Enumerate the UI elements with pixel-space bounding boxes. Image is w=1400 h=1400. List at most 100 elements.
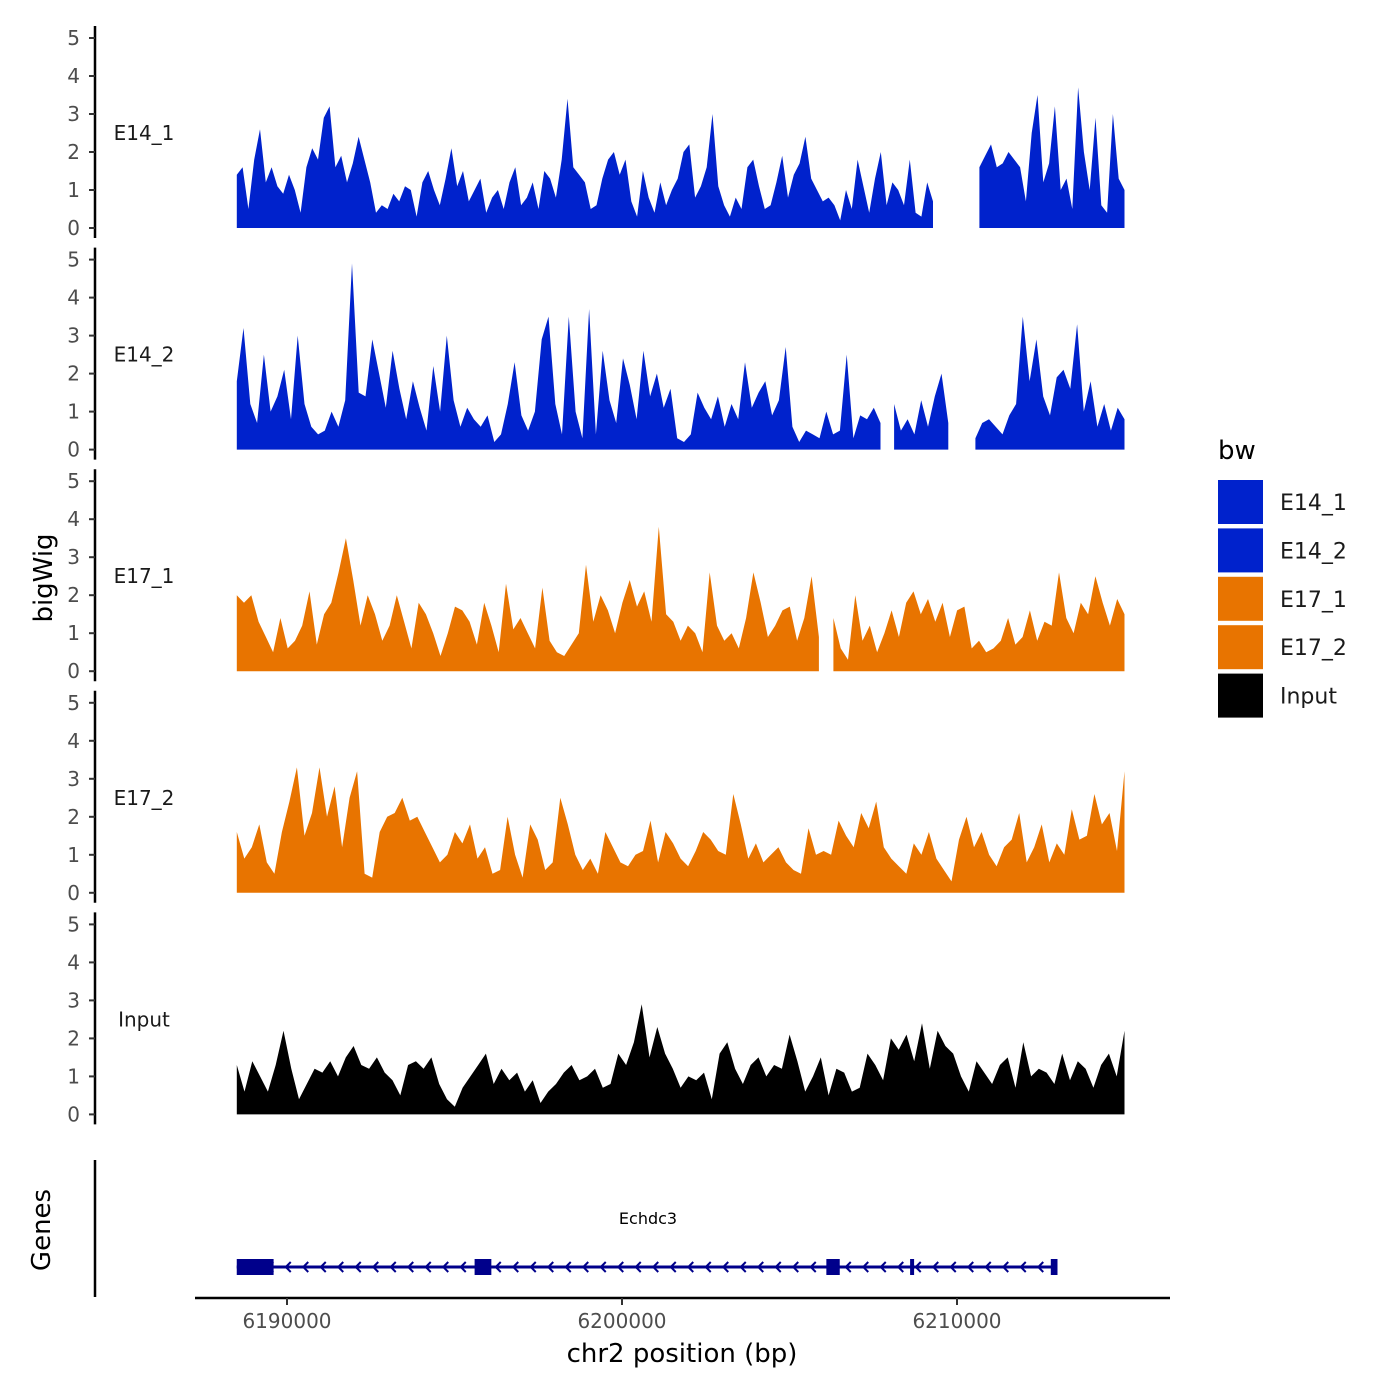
- strand-arrow: [704, 1261, 712, 1273]
- strand-arrow: [371, 1261, 379, 1273]
- gene-model: [236, 1259, 1058, 1275]
- coverage-area: [236, 263, 881, 450]
- y-tick-label: 0: [67, 438, 80, 462]
- strand-arrow: [459, 1261, 467, 1273]
- strand-arrow: [564, 1261, 572, 1273]
- strand-arrow: [616, 1261, 624, 1273]
- track-E14_1: 0 1 2 3 4 5 E14_1: [67, 26, 1125, 240]
- coverage-tracks: 0 1 2 3 4 5 E14_1 0 1 2 3 4 5 E14_2 0 1 2 3 4 5 E17_1 0 1 2 3 4 5 E…: [67, 26, 1125, 1126]
- y-tick-label: 4: [67, 507, 80, 531]
- y-tick-label: 2: [67, 362, 80, 386]
- legend-title: bw: [1218, 436, 1256, 466]
- track-E14_2: 0 1 2 3 4 5 E14_2: [67, 247, 1125, 462]
- coverage-area: [894, 373, 949, 450]
- strand-arrow: [511, 1261, 519, 1273]
- strand-arrow: [546, 1261, 554, 1273]
- strand-arrow: [669, 1261, 677, 1273]
- strand-arrow: [774, 1261, 782, 1273]
- strand-arrow: [354, 1261, 362, 1273]
- y-tick-label: 4: [67, 286, 80, 310]
- strand-arrow: [389, 1261, 397, 1273]
- y-tick-label: 5: [67, 26, 80, 50]
- track-label: E14_2: [114, 343, 175, 367]
- strand-arrow: [721, 1261, 729, 1273]
- gene-exon: [910, 1259, 915, 1275]
- x-tick-label: 6210000: [912, 1309, 1001, 1333]
- y-tick-label: 1: [67, 400, 80, 424]
- strand-arrow: [441, 1261, 449, 1273]
- legend-key: [1218, 625, 1263, 670]
- y-axis-title: bigWig: [29, 533, 59, 622]
- y-tick-label: 2: [67, 1026, 80, 1050]
- track-label: Input: [118, 1007, 170, 1031]
- y-tick-label: 1: [67, 843, 80, 867]
- strand-arrow: [914, 1261, 922, 1273]
- strand-arrow: [949, 1261, 957, 1273]
- strand-arrow: [966, 1261, 974, 1273]
- x-axis-ticks: 6190000 6200000 6210000: [242, 1298, 1002, 1333]
- strand-arrow: [581, 1261, 589, 1273]
- track-label: E14_1: [114, 121, 175, 145]
- strand-arrow: [336, 1261, 344, 1273]
- y-tick-label: 4: [67, 64, 80, 88]
- strand-arrow: [301, 1261, 309, 1273]
- strand-arrow: [931, 1261, 939, 1273]
- strand-arrow: [861, 1261, 869, 1273]
- strand-arrow: [879, 1261, 887, 1273]
- x-tick-label: 6200000: [577, 1309, 666, 1333]
- track-E17_2: 0 1 2 3 4 5 E17_2: [67, 690, 1125, 905]
- legend-label: E17_1: [1280, 588, 1347, 613]
- y-tick-label: 1: [67, 621, 80, 645]
- strand-arrow: [686, 1261, 694, 1273]
- strand-arrow: [406, 1261, 414, 1273]
- strand-arrow: [529, 1261, 537, 1273]
- gene-panel: Genes Echdc3: [27, 1160, 1058, 1297]
- y-tick-label: 3: [67, 767, 80, 791]
- strand-arrow: [1019, 1261, 1027, 1273]
- x-tick-label: 6190000: [242, 1309, 331, 1333]
- coverage-area: [979, 87, 1125, 229]
- strand-arrow: [319, 1261, 327, 1273]
- gene-exon: [236, 1259, 274, 1275]
- strand-arrow: [284, 1261, 292, 1273]
- x-axis-title: chr2 position (bp): [567, 1339, 798, 1369]
- y-tick-label: 0: [67, 659, 80, 683]
- gene-exon: [474, 1259, 492, 1275]
- y-tick-label: 2: [67, 805, 80, 829]
- strand-arrow: [599, 1261, 607, 1273]
- legend-label: E14_1: [1280, 491, 1347, 516]
- strand-arrow: [634, 1261, 642, 1273]
- y-tick-label: 3: [67, 988, 80, 1012]
- strand-arrow: [739, 1261, 747, 1273]
- y-tick-label: 1: [67, 178, 80, 202]
- y-tick-label: 3: [67, 102, 80, 126]
- y-tick-label: 2: [67, 140, 80, 164]
- legend-key: [1218, 576, 1263, 621]
- coverage-area: [236, 767, 1125, 893]
- strand-arrow: [791, 1261, 799, 1273]
- strand-arrow: [756, 1261, 764, 1273]
- y-tick-label: 1: [67, 1064, 80, 1088]
- legend-label: E17_2: [1280, 636, 1347, 661]
- legend-key: [1218, 528, 1263, 573]
- strand-arrow: [651, 1261, 659, 1273]
- track-label: E17_2: [114, 786, 175, 810]
- y-tick-label: 5: [67, 691, 80, 715]
- strand-arrow: [424, 1261, 432, 1273]
- y-tick-label: 5: [67, 248, 80, 272]
- strand-arrow: [984, 1261, 992, 1273]
- y-tick-label: 0: [67, 881, 80, 905]
- y-tick-label: 0: [67, 216, 80, 240]
- genes-axis-title: Genes: [27, 1189, 57, 1271]
- strand-arrow: [896, 1261, 904, 1273]
- track-Input: 0 1 2 3 4 5 Input: [67, 912, 1125, 1126]
- strand-arrow: [1001, 1261, 1009, 1273]
- y-tick-label: 2: [67, 583, 80, 607]
- coverage-area: [833, 572, 1125, 672]
- strand-arrow: [844, 1261, 852, 1273]
- y-tick-label: 5: [67, 469, 80, 493]
- y-tick-label: 4: [67, 950, 80, 974]
- strand-arrow: [494, 1261, 502, 1273]
- legend-label: Input: [1280, 685, 1337, 710]
